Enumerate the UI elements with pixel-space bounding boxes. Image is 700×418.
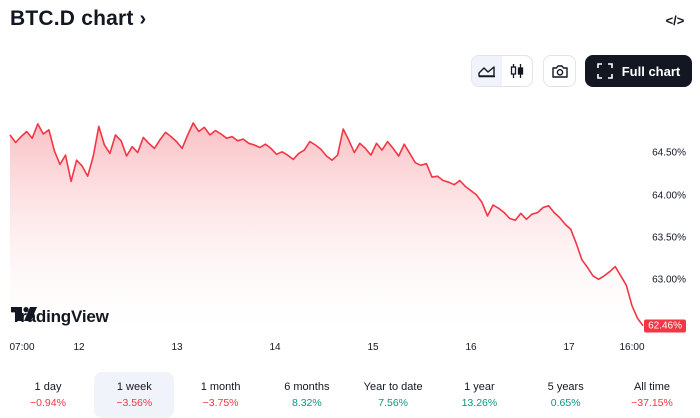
- period-change-value: −37.15%: [631, 397, 673, 409]
- chart-title-link[interactable]: BTC.D chart ›: [10, 7, 146, 31]
- chart-title: BTC.D chart: [10, 7, 134, 30]
- period-change-value: 0.65%: [550, 397, 581, 409]
- price-line: [9, 122, 644, 327]
- tradingview-watermark-text: TradingView: [11, 307, 109, 326]
- y-axis-tick-label: 64.00%: [652, 190, 686, 202]
- code-brackets-icon: </>: [665, 12, 685, 28]
- period-label: 1 year: [464, 381, 495, 393]
- last-price-label: 62.46%: [644, 319, 686, 333]
- full-chart-button[interactable]: Full chart: [585, 55, 692, 87]
- period-tab[interactable]: 1 month −3.75%: [181, 372, 261, 418]
- y-axis-tick-label: 64.50%: [652, 147, 686, 159]
- period-change-value: −3.75%: [202, 397, 239, 409]
- period-label: 1 week: [116, 381, 152, 393]
- period-tab[interactable]: Year to date 7.56%: [353, 372, 433, 418]
- x-axis-tick-label: 07:00: [9, 342, 35, 353]
- x-axis-tick-label: 16:00: [619, 342, 645, 353]
- period-label: 6 months: [284, 381, 330, 393]
- fullscreen-icon: [596, 63, 613, 79]
- period-change-value: −0.94%: [30, 397, 66, 409]
- x-axis-tick-label: 14: [269, 342, 281, 353]
- area-fill: [10, 123, 643, 327]
- full-chart-label: Full chart: [621, 63, 681, 79]
- camera-icon: [551, 64, 568, 78]
- period-label: Year to date: [363, 381, 423, 393]
- chevron-right-icon: ›: [139, 8, 147, 30]
- x-axis-tick-label: 17: [563, 342, 575, 353]
- period-tab[interactable]: 1 day −0.94%: [8, 372, 88, 418]
- chart-style-group: [471, 55, 533, 87]
- x-axis-tick-label: 12: [73, 342, 85, 353]
- x-axis-tick-label: 16: [465, 342, 477, 353]
- period-change-value: 8.32%: [291, 397, 322, 409]
- chart-style-toggle: [471, 55, 533, 87]
- x-axis-tick-label: 13: [171, 342, 183, 353]
- price-chart[interactable]: 64.50% 64.00% 63.50% 63.00% 07:00 12 13 14 15 16…: [0, 95, 700, 360]
- period-tab[interactable]: All time −37.15%: [612, 372, 692, 418]
- y-axis-tick-label: 63.50%: [652, 232, 686, 244]
- candlestick-icon: [510, 64, 524, 78]
- period-change-value: −3.56%: [116, 397, 153, 409]
- period-label: All time: [633, 381, 670, 393]
- period-change-value: 7.56%: [378, 397, 409, 409]
- y-axis-tick-label: 63.00%: [652, 274, 686, 286]
- period-label: 1 month: [200, 381, 241, 393]
- period-tab[interactable]: 1 week −3.56%: [94, 372, 175, 418]
- period-tab[interactable]: 5 years 0.65%: [526, 372, 606, 418]
- period-selector: 1 day −0.94% 1 week −3.56% 1 month −3.75% 6 mo…: [0, 372, 700, 418]
- tradingview-logo-icon: [11, 307, 37, 321]
- embed-code-button[interactable]: </>: [664, 10, 686, 30]
- snapshot-button[interactable]: [543, 55, 576, 87]
- period-change-value: 13.26%: [461, 397, 498, 409]
- area-chart-button[interactable]: [472, 56, 502, 86]
- area-chart-plot: [9, 122, 644, 327]
- period-label: 1 day: [34, 381, 62, 393]
- period-label: 5 years: [547, 381, 584, 393]
- period-tab[interactable]: 1 year 13.26%: [439, 372, 519, 418]
- area-chart-icon: [478, 66, 495, 78]
- tradingview-watermark: TradingView: [11, 307, 109, 327]
- x-axis-tick-label: 15: [367, 342, 379, 353]
- candlestick-chart-button[interactable]: [502, 56, 532, 86]
- period-tab[interactable]: 6 months 8.32%: [267, 372, 347, 418]
